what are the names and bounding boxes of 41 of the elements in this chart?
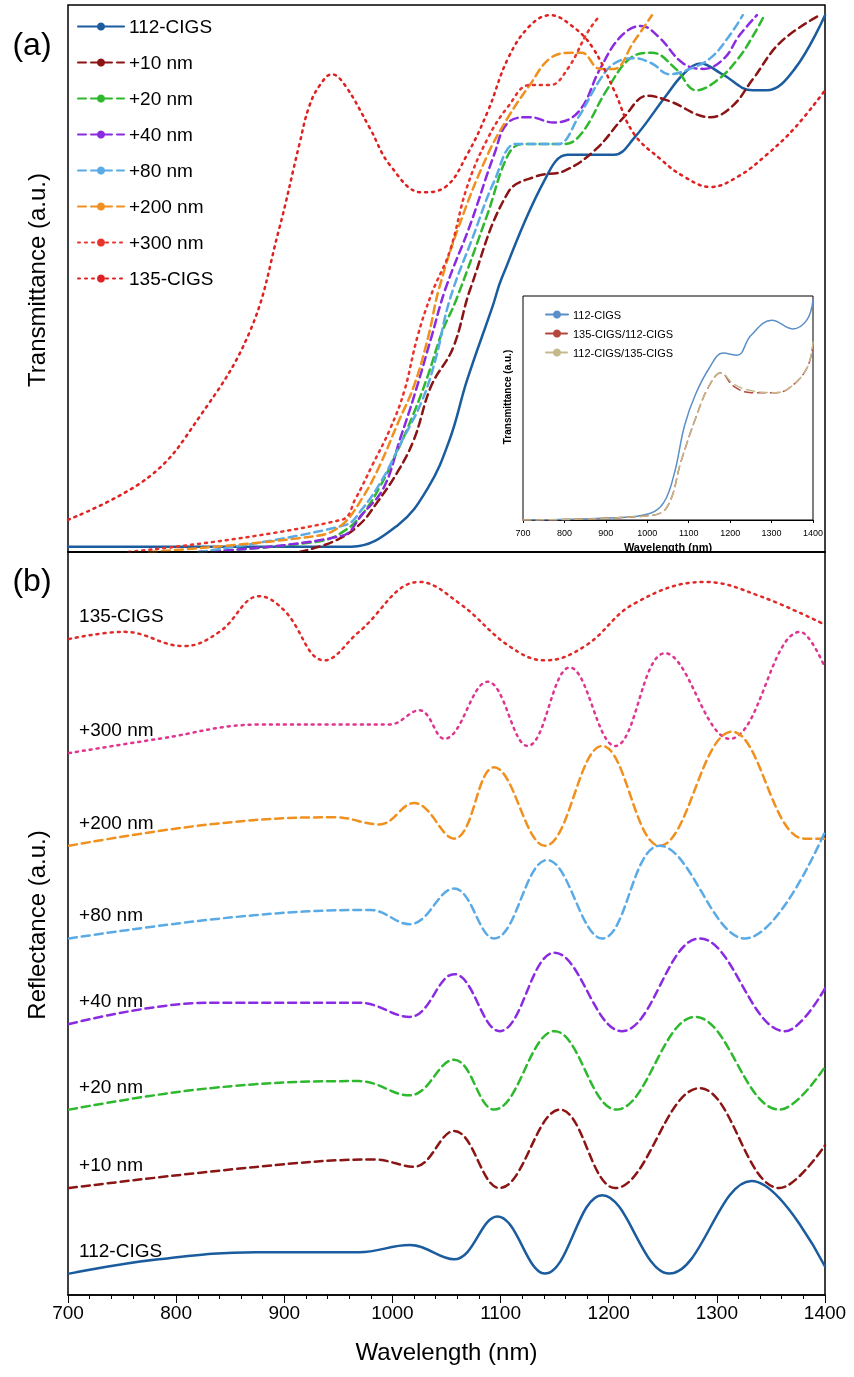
- legend-label: +200 nm: [129, 196, 204, 217]
- series-label: +40 nm: [79, 990, 143, 1012]
- x-tick-label: 800: [556, 527, 572, 538]
- series-label: +80 nm: [79, 904, 143, 926]
- legend-label: +80 nm: [129, 160, 193, 181]
- x-tick-label: 900: [268, 1302, 301, 1323]
- legend-label: 135-CIGS: [129, 268, 214, 289]
- series-label: +10 nm: [79, 1154, 143, 1176]
- legend-label: +40 nm: [129, 124, 193, 145]
- x-tick-label: 1300: [761, 527, 782, 538]
- x-tick-label: 1200: [587, 1302, 630, 1323]
- legend-label: 112-CIGS: [573, 308, 622, 321]
- series-label: 135-CIGS: [79, 604, 164, 626]
- x-tick-label: 1400: [802, 527, 824, 538]
- series-label: 112-CIGS: [79, 1239, 163, 1261]
- legend-label: 112-CIGS: [129, 16, 213, 37]
- legend-label: 135-CIGS/112-CIGS: [573, 327, 674, 340]
- text: (b): [12, 562, 52, 598]
- series-label: +20 nm: [79, 1075, 143, 1097]
- x-tick-label: 1000: [371, 1302, 414, 1323]
- y-axis-title: Reflectance (a.u.): [22, 830, 50, 1020]
- x-tick-label: 1100: [679, 527, 699, 538]
- legend-label: +10 nm: [129, 52, 193, 73]
- x-tick-label: 1300: [695, 1302, 738, 1323]
- x-tick-label: 1100: [480, 1302, 521, 1323]
- legend-label: +300 nm: [129, 232, 204, 253]
- x-tick-label: 800: [160, 1302, 192, 1323]
- y-axis-title: Transmittance (a.u.): [501, 349, 513, 445]
- x-axis-title: Wavelength (nm): [355, 1337, 538, 1365]
- y-axis-title: Transmittance (a.u.): [22, 173, 50, 387]
- x-tick-label: 1400: [803, 1302, 847, 1323]
- text: (a): [12, 26, 52, 62]
- x-tick-label: 700: [515, 527, 531, 538]
- x-tick-label: 900: [598, 527, 614, 538]
- series-label: +200 nm: [79, 811, 154, 833]
- legend-label: 112-CIGS/135-CIGS: [573, 346, 674, 359]
- legend-label: +20 nm: [129, 88, 193, 109]
- x-tick-label: 700: [52, 1302, 84, 1323]
- x-tick-label: 1200: [720, 527, 741, 538]
- series-label: +300 nm: [79, 719, 154, 741]
- x-tick-label: 1000: [637, 527, 658, 538]
